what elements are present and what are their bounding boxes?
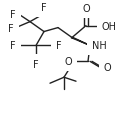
Text: O: O	[104, 63, 112, 73]
Text: F: F	[41, 3, 47, 13]
Text: OH: OH	[102, 21, 117, 31]
Text: F: F	[56, 41, 62, 51]
Text: F: F	[33, 60, 39, 70]
Polygon shape	[71, 38, 90, 46]
Text: NH: NH	[92, 41, 107, 51]
Text: F: F	[10, 10, 16, 20]
Text: O: O	[82, 4, 90, 14]
Text: F: F	[8, 23, 14, 33]
Text: F: F	[10, 41, 16, 51]
Text: O: O	[64, 57, 72, 67]
